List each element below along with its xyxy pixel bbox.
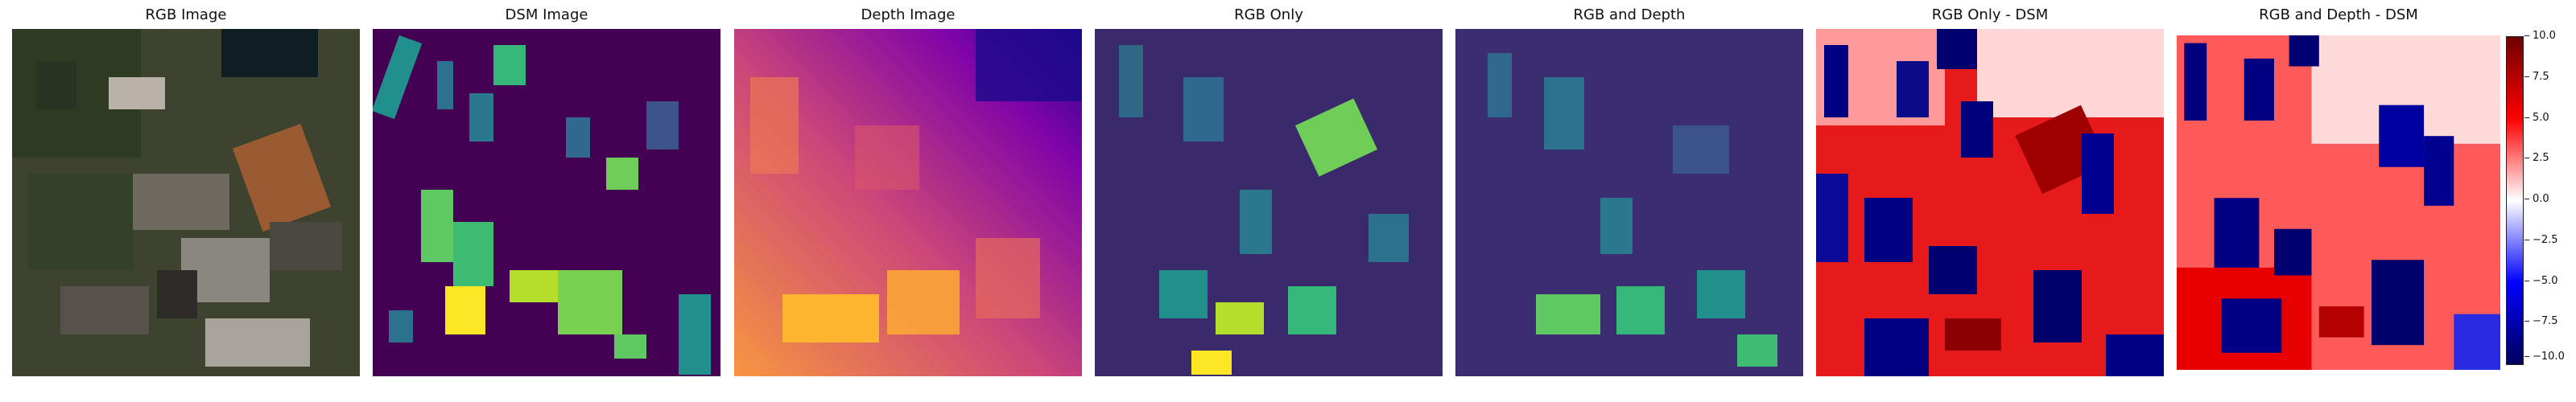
colorbar-tick: 2.5 [2524,152,2549,165]
colorbar-ticks: 10.0 7.5 5.0 2.5 0.0 −2.5 −5.0 −7.5 −10.… [2524,30,2573,363]
dsm-heightmap [373,29,720,376]
rgb-aerial-image [12,29,360,376]
panel-title: Depth Image [861,6,956,23]
colorbar-tick: 5.0 [2524,112,2549,125]
panel-title: RGB and Depth - DSM [2259,6,2418,23]
colorbar-tick: −10.0 [2524,351,2565,363]
panel-rgb-only-minus-dsm: RGB Only - DSM [1816,6,2164,376]
panel-dsm-image: DSM Image [373,6,720,376]
panel-title: RGB Image [145,6,227,23]
colorbar-tick: 10.0 [2524,30,2556,43]
colorbar-tick: 0.0 [2524,193,2549,206]
colorbar [2506,36,2524,365]
panel-title: RGB Only - DSM [1931,6,2049,23]
panel-rgb-only: RGB Only [1095,6,1443,376]
panel-rgb-image: RGB Image [12,6,360,376]
panel-rgb-and-depth: RGB and Depth [1455,6,1803,376]
colorbar-tick: −2.5 [2524,234,2558,247]
panel-depth-image: Depth Image [734,6,1082,376]
rgb-only-prediction [1095,29,1443,376]
panel-title: RGB Only [1234,6,1303,23]
panel-title: DSM Image [505,6,588,23]
panel-rgb-and-depth-minus-dsm: RGB and Depth - DSM [2177,6,2500,370]
colorbar-tick: −5.0 [2524,275,2558,288]
colorbar-tick: 7.5 [2524,71,2549,84]
depth-map [734,29,1082,376]
colorbar-tick: −7.5 [2524,315,2558,328]
rgb-depth-error-map [2177,35,2500,370]
panel-title: RGB and Depth [1573,6,1686,23]
rgb-only-error-map [1816,29,2164,376]
rgb-depth-prediction [1455,29,1803,376]
